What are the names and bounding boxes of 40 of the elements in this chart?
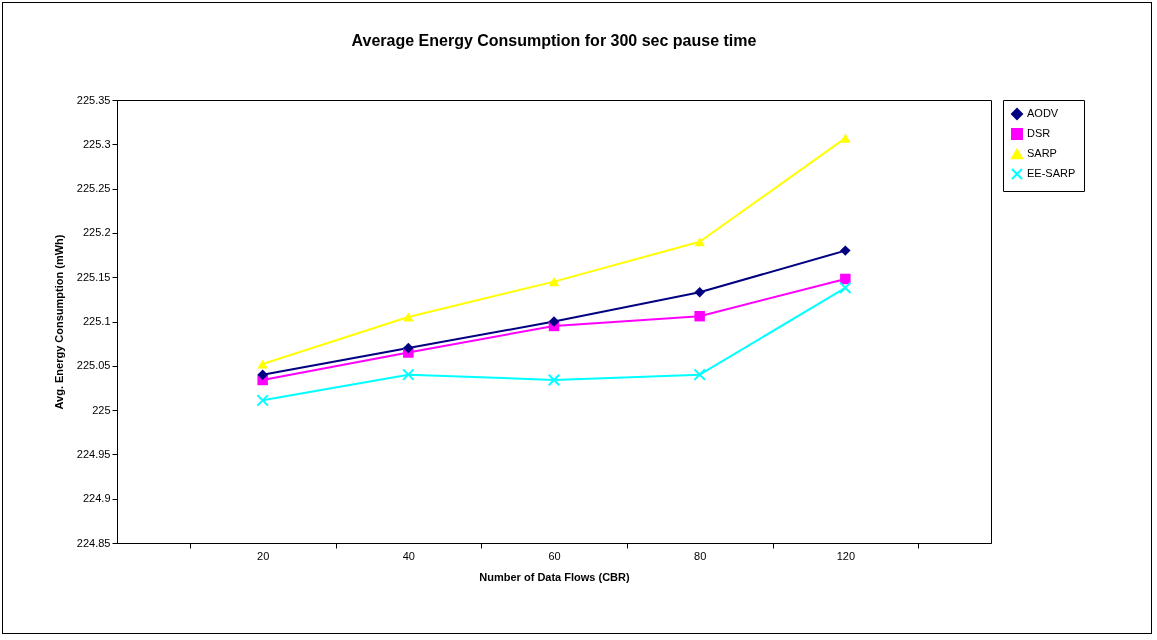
point	[402, 368, 415, 381]
point	[694, 287, 705, 298]
x-tick-label: 20	[257, 549, 270, 562]
legend-label: DSR	[1027, 127, 1051, 139]
point	[840, 245, 851, 256]
x-tick-label: 40	[402, 549, 415, 562]
y-tick-label: 225	[92, 403, 111, 416]
point	[840, 133, 851, 143]
point	[694, 310, 705, 322]
point	[256, 394, 269, 407]
legend-label: AODV	[1027, 107, 1059, 119]
y-tick-label: 225.15	[76, 270, 111, 283]
point	[693, 368, 706, 381]
point	[257, 359, 268, 369]
legend-label: EE-SARP	[1027, 167, 1076, 179]
chart-title: Average Energy Consumption for 300 sec pause time	[351, 32, 757, 49]
y-tick-label: 224.85	[76, 536, 111, 549]
point	[694, 237, 705, 247]
x-tick-label: 120	[836, 549, 856, 562]
y-tick-label: 225.3	[82, 137, 111, 150]
x-tick-label: 60	[548, 549, 561, 562]
point	[840, 273, 851, 285]
y-tick-label: 225.1	[82, 315, 111, 327]
point	[257, 369, 268, 380]
y-tick-label: 224.95	[76, 447, 111, 460]
x-axis-title: Number of Data Flows (CBR)	[479, 570, 630, 583]
y-tick-label: 225.2	[82, 226, 111, 239]
point	[403, 342, 414, 354]
y-tick-label: 224.9	[82, 492, 111, 505]
y-tick-label: 225.35	[76, 93, 111, 106]
point	[547, 373, 561, 387]
y-tick-label: 225.25	[76, 182, 111, 195]
point	[548, 316, 560, 327]
x-tick-label: 80	[694, 549, 707, 562]
legend-label: SARP	[1027, 147, 1057, 159]
y-axis-title: Avg. Energy Consumption (mWh)	[52, 234, 65, 410]
y-tick-label: 225.05	[76, 359, 111, 372]
point	[403, 312, 414, 322]
point	[839, 281, 852, 295]
point	[548, 277, 560, 287]
